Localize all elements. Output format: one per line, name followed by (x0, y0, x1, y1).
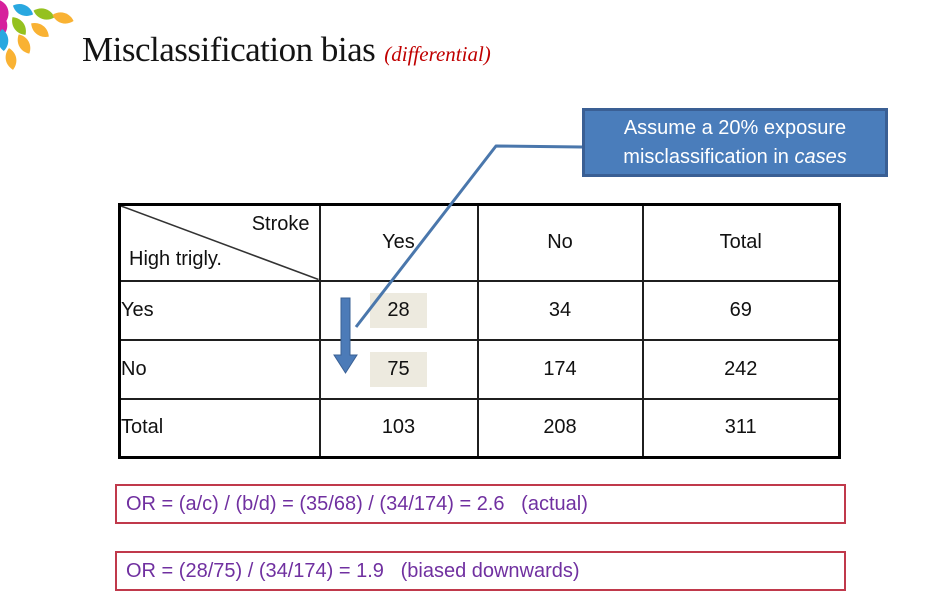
cell-c: 75 (318, 338, 479, 400)
callout-line1: Assume a 20% exposure (623, 116, 847, 139)
corner-header-cell: Stroke High trigly. (118, 203, 321, 282)
table-row: No 75 174 242 (118, 338, 841, 400)
cell-col2-total: 208 (476, 397, 644, 459)
callout-line2-emphasis: cases (794, 145, 847, 168)
highlighted-value: 75 (370, 351, 427, 387)
corner-label-high-trigly: High trigly. (129, 247, 222, 270)
corner-label-stroke: Stroke (251, 213, 310, 235)
column-header-no: No (476, 203, 644, 282)
title-suffix: (differential) (384, 42, 491, 66)
callout-line2-text: misclassification in (623, 145, 795, 168)
cell-row1-total: 69 (641, 279, 841, 341)
cell-row2-total: 242 (641, 338, 841, 400)
formula-actual: OR = (a/c) / (b/d) = (35/68) / (34/174) … (115, 484, 846, 524)
cell-col1-total: 103 (318, 397, 479, 459)
title-text: Misclassification bias (82, 30, 376, 69)
row-label-yes: Yes (118, 279, 321, 341)
leaf-logo-icon (0, 0, 74, 70)
data-table: Stroke High trigly. Yes No Total Yes 28 … (118, 203, 841, 459)
row-label-total: Total (118, 397, 321, 459)
table-header-row: Stroke High trigly. Yes No Total (118, 203, 841, 282)
table-row: Total 103 208 311 (118, 397, 841, 459)
cell-grand-total: 311 (641, 397, 841, 459)
diagonal-divider (121, 206, 319, 280)
callout-box: Assume a 20% exposure misclassification … (582, 108, 888, 177)
row-label-no: No (118, 338, 321, 400)
highlighted-value: 28 (370, 292, 427, 328)
column-header-total: Total (641, 203, 841, 282)
column-header-yes: Yes (318, 203, 479, 282)
callout-line2: misclassification in cases (585, 143, 885, 172)
cell-a: 28 (318, 279, 479, 341)
formula-biased: OR = (28/75) / (34/174) = 1.9 (biased do… (115, 551, 846, 591)
cell-b: 34 (476, 279, 644, 341)
cell-d: 174 (476, 338, 644, 400)
table-row: Yes 28 34 69 (118, 279, 841, 341)
page-title: Misclassification bias (differential) (82, 30, 491, 70)
